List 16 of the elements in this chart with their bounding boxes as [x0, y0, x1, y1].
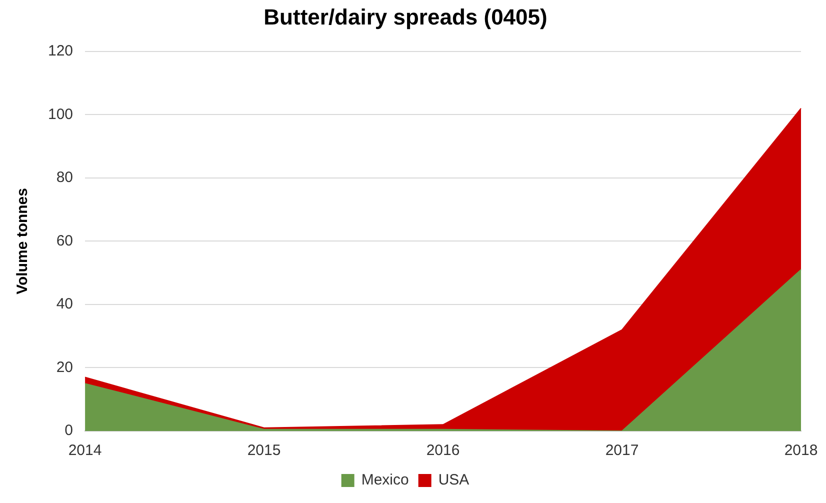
y-tick-label: 20	[56, 358, 74, 376]
y-tick-label: 80	[56, 169, 74, 186]
x-tick-label: 2014	[68, 442, 102, 460]
y-tick-label: 60	[56, 232, 74, 250]
x-tick-label: 2015	[247, 442, 281, 460]
legend-label: Mexico	[361, 472, 409, 489]
legend-label: USA	[438, 472, 470, 489]
y-axis-title: Volume tonnes	[14, 188, 32, 294]
y-tick-label: 0	[64, 422, 74, 440]
x-tick-label: 2017	[605, 442, 639, 460]
y-tick-label: 100	[48, 106, 74, 123]
chart-title: Butter/dairy spreads (0405)	[264, 4, 548, 30]
y-tick-label: 40	[56, 296, 74, 313]
x-tick-label: 2016	[426, 442, 460, 460]
x-tick-label: 2018	[784, 442, 818, 460]
y-tick-label: 120	[48, 42, 74, 60]
